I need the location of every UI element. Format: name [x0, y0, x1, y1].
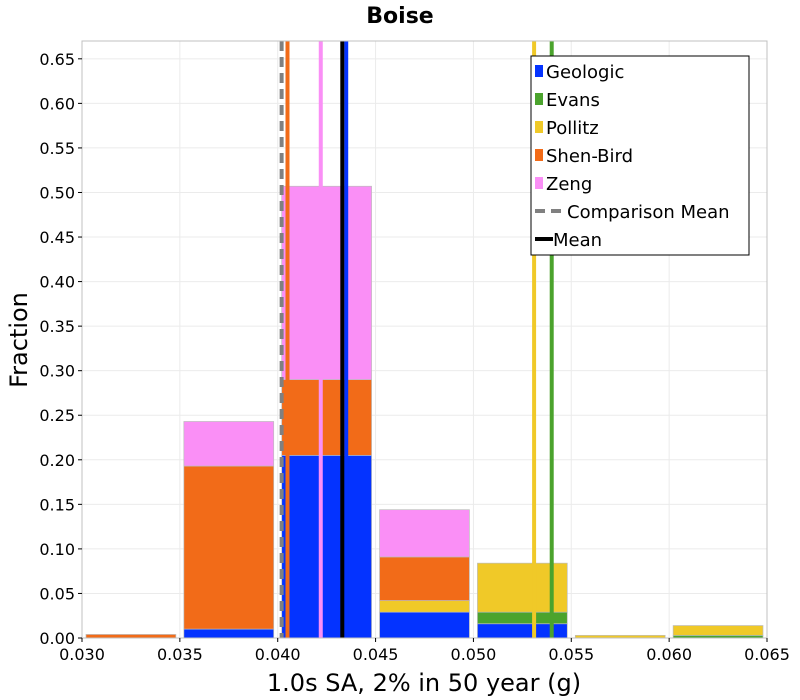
y-tick-label: 0.55 [39, 139, 75, 158]
legend-label-comparison-mean: Comparison Mean [567, 202, 730, 223]
bars-layer [85, 185, 764, 639]
x-tick-label: 0.060 [646, 645, 692, 664]
x-tick-label: 0.045 [353, 645, 399, 664]
x-tick-label: 0.030 [59, 645, 105, 664]
legend-label-zeng: Zeng [546, 174, 592, 195]
bar-segment-geologic [379, 611, 470, 639]
bar-segment-evans [477, 611, 568, 625]
bar-segment-pollitz [379, 600, 470, 613]
bar-segment-zeng [379, 509, 470, 558]
y-tick-label: 0.00 [39, 629, 75, 648]
y-tick-label: 0.25 [39, 406, 75, 425]
y-tick-label: 0.30 [39, 362, 75, 381]
legend-label-evans: Evans [546, 90, 600, 111]
y-tick-label: 0.45 [39, 228, 75, 247]
x-tick-label: 0.040 [255, 645, 301, 664]
bar-segment-zeng [281, 185, 372, 380]
chart-title: Boise [366, 4, 433, 29]
legend-label-mean: Mean [553, 230, 602, 251]
y-tick-label: 0.10 [39, 540, 75, 559]
x-axis-label: 1.0s SA, 2% in 50 year (g) [267, 669, 581, 697]
y-tick-label: 0.50 [39, 183, 75, 202]
y-tick-label: 0.20 [39, 451, 75, 470]
plot-area-frame [81, 40, 768, 639]
x-axis-ticks: 0.030 0.035 0.040 0.045 0.050 0.055 0.060 0.065 [59, 638, 790, 664]
bar-segment-shen-bird [281, 379, 372, 456]
legend-swatch-zeng [535, 177, 543, 189]
bar-segment-shen-bird [85, 634, 177, 639]
y-tick-label: 0.60 [39, 94, 75, 113]
legend-box [530, 55, 750, 256]
legend-swatch-geologic [535, 65, 543, 77]
bar-segment-geologic [281, 454, 372, 639]
bar-segment-zeng [183, 421, 275, 467]
x-tick-label: 0.050 [451, 645, 497, 664]
bar-segment-shen-bird [183, 465, 275, 630]
legend: Geologic Evans Pollitz Shen-Bird Zeng Compari… [530, 55, 750, 256]
bar-segment-pollitz [672, 625, 764, 636]
legend-label-shen-bird: Shen-Bird [546, 146, 633, 167]
bar-segment-geologic [477, 623, 568, 639]
x-tick-label: 0.065 [744, 645, 790, 664]
legend-swatch-evans [535, 93, 543, 105]
y-tick-label: 0.15 [39, 495, 75, 514]
y-tick-label: 0.05 [39, 584, 75, 603]
y-tick-label: 0.65 [39, 50, 75, 69]
bar-segment-shen-bird [379, 556, 470, 601]
y-axis-ticks: 0.00 0.05 0.10 0.15 0.20 0.25 0.30 0.35 0.40 0.45… [39, 50, 82, 648]
y-tick-label: 0.35 [39, 317, 75, 336]
legend-swatch-shen-bird [535, 149, 543, 161]
y-tick-label: 0.40 [39, 273, 75, 292]
bar-segment-geologic [183, 628, 275, 639]
legend-swatch-pollitz [535, 121, 543, 133]
legend-label-geologic: Geologic [546, 62, 624, 83]
bar-segment-pollitz [477, 562, 568, 613]
legend-label-pollitz: Pollitz [546, 118, 599, 139]
y-axis-label: Fraction [5, 292, 33, 388]
x-tick-label: 0.035 [157, 645, 203, 664]
x-tick-label: 0.055 [548, 645, 594, 664]
